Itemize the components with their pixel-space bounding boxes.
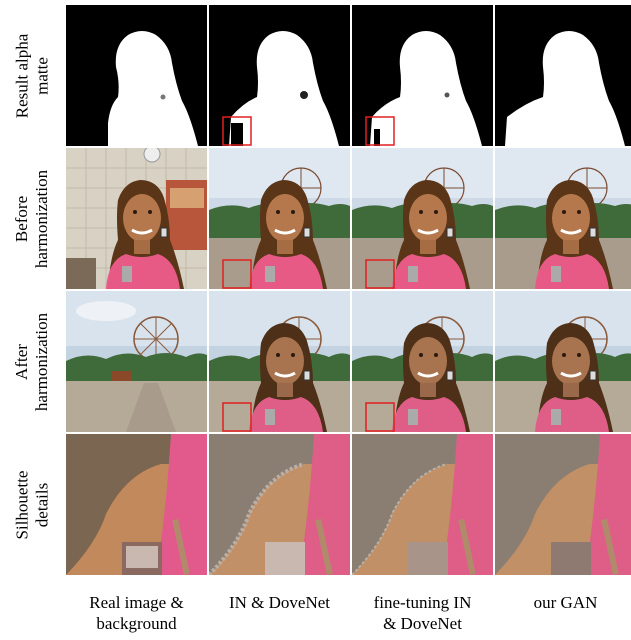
before-real-image bbox=[66, 148, 207, 289]
row-label-alpha-matte: Result alpha matte bbox=[12, 33, 52, 118]
silhouette-in-dovenet bbox=[209, 434, 350, 575]
row-label-before-harmonization: Before harmonization bbox=[12, 169, 52, 268]
column-label-fine-tuning: fine-tuning IN & DoveNet bbox=[373, 593, 472, 633]
silhouette-real-image bbox=[66, 434, 207, 575]
column-label-real-image: Real image & background bbox=[89, 593, 184, 633]
after-our-gan bbox=[495, 291, 631, 432]
after-fine-tuning bbox=[352, 291, 493, 432]
column-label-our-gan: our GAN bbox=[533, 593, 598, 612]
before-our-gan bbox=[495, 148, 631, 289]
before-fine-tuning bbox=[352, 148, 493, 289]
after-in-dovenet bbox=[209, 291, 350, 432]
column-label-in-dovenet: IN & DoveNet bbox=[228, 593, 331, 612]
alpha-matte-our-gan bbox=[495, 5, 631, 146]
alpha-matte-real-image bbox=[66, 5, 207, 146]
row-label-silhouette-details: Silhouette details bbox=[12, 470, 52, 539]
after-background bbox=[66, 291, 207, 432]
silhouette-fine-tuning bbox=[352, 434, 493, 575]
row-label-after-harmonization: After harmonization bbox=[12, 312, 52, 411]
before-in-dovenet bbox=[209, 148, 350, 289]
alpha-matte-in-dovenet bbox=[209, 5, 350, 146]
silhouette-our-gan bbox=[495, 434, 631, 575]
alpha-matte-fine-tuning bbox=[352, 5, 493, 146]
